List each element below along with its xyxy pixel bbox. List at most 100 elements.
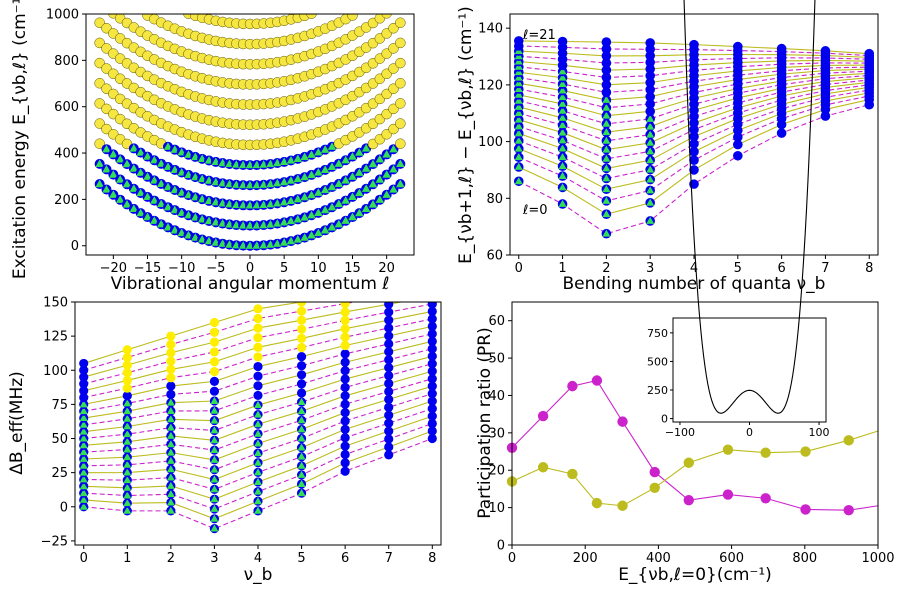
deltab-triangle: [210, 504, 219, 512]
y-tick-label: 40: [488, 389, 505, 404]
level-triangle: [102, 164, 111, 173]
pr-marker: [537, 462, 549, 473]
deltab-triangle: [297, 407, 306, 415]
level-triangle: [361, 204, 371, 213]
pr-marker: [722, 489, 734, 500]
level-triangle: [327, 182, 337, 191]
x-tick-label: 1: [558, 261, 566, 276]
level-triangle: [334, 219, 344, 228]
spacing-triangle: [558, 67, 567, 75]
deltab-triangle: [166, 398, 175, 406]
deltab-marker: [296, 388, 307, 398]
level-triangle: [327, 222, 337, 231]
annotation-bottom: ℓ=0: [522, 203, 548, 218]
level-triangle: [314, 188, 323, 196]
pr-marker: [683, 494, 694, 506]
x-tick-label: 400: [646, 551, 671, 566]
level-marker: [388, 83, 399, 94]
x-axis-label: Bending number of quanta ν_b: [563, 274, 826, 294]
spacing-triangle: [558, 128, 567, 136]
deltab-triangle: [254, 400, 262, 408]
deltab-triangle: [210, 445, 219, 454]
spacing-triangle: [602, 103, 611, 111]
deltab-marker: [384, 363, 394, 373]
y-tick-label: 400: [54, 147, 79, 162]
deltab-marker: [427, 433, 437, 444]
level-triangle: [355, 188, 364, 197]
deltab-marker: [340, 433, 350, 443]
y-tick-label: 1000: [46, 8, 79, 23]
level-triangle: [375, 154, 385, 163]
level-triangle: [341, 196, 350, 204]
spacing-triangle: [602, 128, 611, 136]
level-triangle: [109, 149, 118, 158]
x-tick-label: 1000: [861, 551, 894, 566]
deltab-triangle: [79, 502, 88, 510]
level-triangle: [286, 176, 296, 184]
level-triangle: [341, 155, 350, 164]
spacing-marker: [645, 70, 655, 81]
deltab-marker: [296, 315, 307, 325]
deltab-marker: [209, 347, 220, 357]
deltab-marker: [427, 336, 437, 346]
deltab-marker: [296, 333, 307, 344]
level-triangle: [279, 157, 289, 166]
x-tick-label: 7: [821, 261, 829, 276]
spacing-triangle: [602, 174, 611, 182]
deltab-triangle: [210, 436, 219, 444]
deltab-triangle: [297, 488, 306, 497]
pr-marker: [591, 375, 603, 386]
x-tick-label: −20: [100, 261, 127, 276]
level-triangle: [368, 159, 378, 168]
deltab-marker: [166, 356, 176, 366]
spacing-line: [518, 79, 870, 142]
spacing-triangle: [558, 183, 567, 191]
level-triangle: [266, 219, 275, 228]
deltab-marker: [253, 323, 263, 333]
deltab-triangle: [210, 396, 219, 404]
deltab-marker: [340, 374, 350, 384]
level-triangle: [361, 164, 371, 172]
level-marker: [347, 14, 358, 21]
deltab-triangle: [297, 397, 306, 406]
deltab-marker: [340, 366, 350, 376]
x-axis-label: Vibrational angular momentum ℓ: [111, 274, 390, 294]
deltab-triangle: [79, 454, 88, 462]
level-triangle: [314, 147, 323, 156]
level-triangle: [136, 208, 145, 217]
spacing-triangle: [558, 152, 567, 161]
deltab-marker: [384, 378, 394, 389]
deltab-marker: [427, 381, 437, 391]
level-triangle: [273, 198, 282, 207]
level-triangle: [314, 168, 323, 176]
deltab-triangle: [123, 468, 132, 476]
spacing-triangle: [602, 196, 611, 204]
pr-marker: [722, 444, 734, 455]
level-marker: [94, 98, 105, 109]
deltab-marker: [79, 379, 89, 389]
spacing-marker: [601, 37, 612, 47]
y-axis-label: Participation ratio (PR): [475, 327, 495, 518]
deltab-triangle: [166, 473, 175, 481]
y-tick-label: 120: [478, 78, 503, 93]
level-triangle: [389, 164, 398, 173]
level-triangle: [279, 177, 289, 186]
spacing-triangle: [514, 102, 523, 110]
deltab-triangle: [79, 468, 88, 476]
deltab-triangle: [123, 506, 132, 514]
level-triangle: [382, 149, 391, 158]
deltab-triangle: [297, 470, 306, 478]
spacing-triangle: [646, 122, 655, 130]
level-triangle: [273, 158, 282, 167]
level-triangle: [327, 162, 337, 171]
level-triangle: [368, 199, 378, 208]
level-triangle: [259, 240, 268, 249]
deltab-triangle: [254, 410, 262, 418]
x-tick-label: 6: [341, 551, 349, 566]
spacing-marker: [689, 139, 699, 149]
x-tick-label: 20: [378, 261, 395, 276]
pr-marker: [537, 410, 549, 422]
deltab-triangle: [123, 437, 132, 445]
